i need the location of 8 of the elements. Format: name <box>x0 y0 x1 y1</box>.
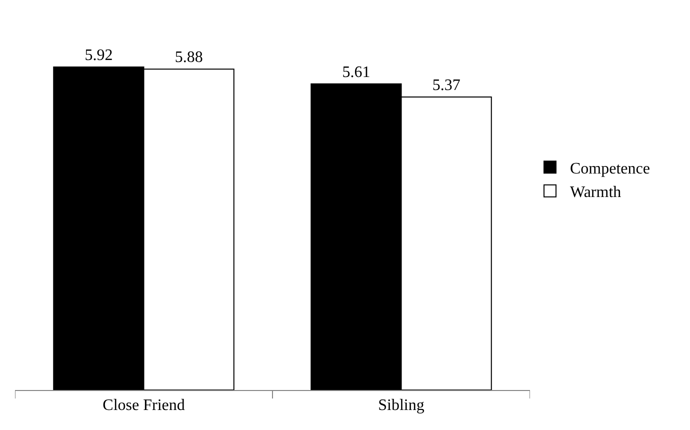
data-label: 5.88 <box>174 49 203 66</box>
x-tick-label: Sibling <box>378 397 424 414</box>
data-label: 5.92 <box>84 47 113 64</box>
data-label: 5.61 <box>342 64 370 81</box>
legend-label: Competence <box>570 160 650 178</box>
x-tick-label: Close Friend <box>102 397 185 414</box>
data-label: 5.37 <box>432 77 460 94</box>
legend-label: Warmth <box>570 184 622 202</box>
